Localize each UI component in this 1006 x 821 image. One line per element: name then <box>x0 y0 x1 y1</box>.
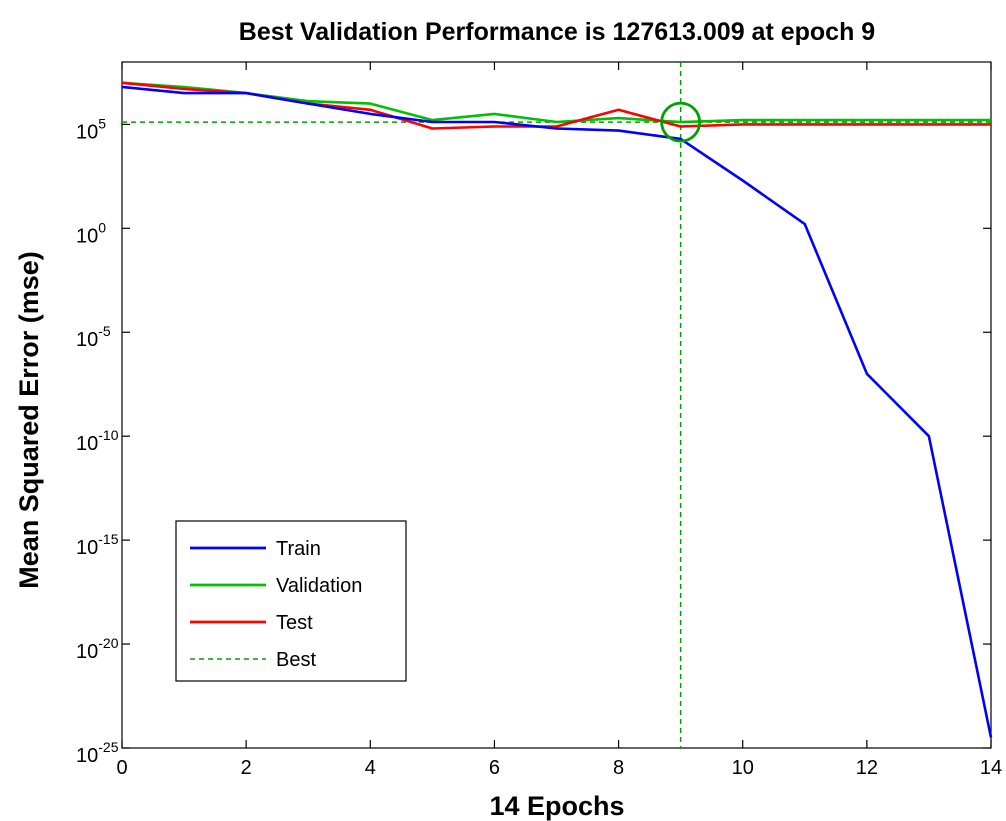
y-tick-label: 10-15 <box>76 531 119 559</box>
y-tick-label: 10-20 <box>76 635 119 663</box>
legend-label-test: Test <box>276 612 313 634</box>
best-marker <box>660 101 702 143</box>
y-tick-label: 105 <box>76 115 106 143</box>
y-axis-label: Mean Squared Error (mse) <box>14 251 44 589</box>
x-tick-label: 4 <box>365 757 376 779</box>
x-tick-label: 12 <box>856 757 878 779</box>
legend-label-best: Best <box>276 649 316 671</box>
series-line-train <box>121 85 993 738</box>
legend-label-validation: Validation <box>276 575 362 597</box>
y-tick-label: 10-5 <box>76 323 111 351</box>
legend-label-train: Train <box>276 538 321 560</box>
x-axis-ticks: 0 2 4 6 8 10 12 14 <box>116 62 1002 779</box>
x-axis-label: 14 Epochs <box>489 791 624 821</box>
legend-entries: Train Validation Test Best <box>190 538 362 671</box>
best-marker-group <box>660 101 702 143</box>
x-tick-label: 14 <box>980 757 1002 779</box>
x-tick-label: 10 <box>732 757 754 779</box>
y-tick-label: 100 <box>76 219 106 247</box>
y-tick-label: 10-25 <box>76 739 119 767</box>
chart-title: Best Validation Performance is 127613.00… <box>239 18 875 46</box>
legend: Train Validation Test Best <box>175 520 407 682</box>
y-tick-label: 10-10 <box>76 427 119 455</box>
x-tick-label: 2 <box>241 757 252 779</box>
y-axis-ticks: 10-25 10-20 10-15 10-10 10-5 100 105 <box>76 115 991 767</box>
x-tick-label: 0 <box>116 757 127 779</box>
x-tick-label: 8 <box>613 757 624 779</box>
x-tick-label: 6 <box>489 757 500 779</box>
series-lines <box>121 81 993 738</box>
